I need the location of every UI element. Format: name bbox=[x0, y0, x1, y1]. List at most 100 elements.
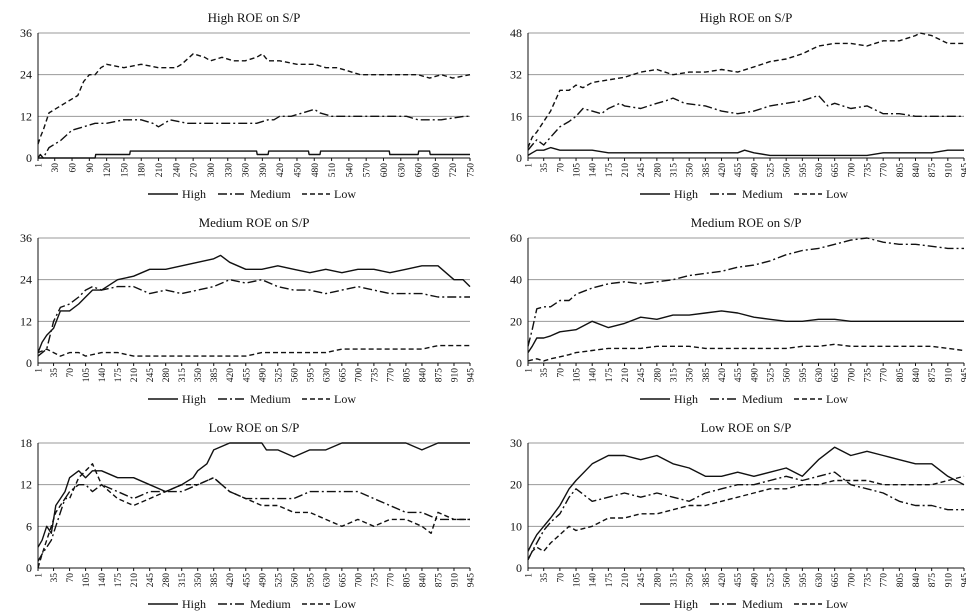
x-tick-label: 770 bbox=[880, 163, 890, 178]
x-tick-label: 595 bbox=[306, 368, 316, 383]
x-tick-label: 420 bbox=[718, 573, 728, 588]
x-tick-label: 945 bbox=[467, 573, 477, 588]
series-line-low bbox=[37, 344, 470, 357]
x-tick-label: 280 bbox=[653, 368, 663, 383]
x-tick-label: 245 bbox=[637, 163, 647, 178]
panel-low-roe-right: Low ROE on S/P 0 10 20 30 1 35 70 105 140 175 210 24… bbox=[483, 410, 966, 615]
x-tick-label: 805 bbox=[896, 368, 906, 383]
x-tick-label: 665 bbox=[338, 573, 348, 588]
legend-label-medium: Medium bbox=[250, 187, 291, 201]
legend-label-medium: Medium bbox=[250, 392, 291, 406]
x-tick-label: 175 bbox=[605, 163, 615, 178]
x-tick-label: 175 bbox=[114, 573, 124, 588]
x-tick-label: 90 bbox=[86, 163, 96, 173]
series-line-medium bbox=[37, 476, 470, 562]
x-tick-label: 105 bbox=[573, 163, 583, 178]
x-tick-label: 350 bbox=[194, 368, 204, 383]
x-tick-label: 105 bbox=[573, 368, 583, 383]
x-tick-label: 105 bbox=[82, 573, 92, 588]
x-tick-label: 315 bbox=[670, 573, 680, 588]
x-tick-label: 630 bbox=[815, 163, 825, 178]
y-tick-label: 24 bbox=[20, 273, 32, 287]
y-tick-label: 0 bbox=[26, 356, 32, 370]
x-tick-label: 560 bbox=[783, 368, 793, 383]
chart-title: Low ROE on S/P bbox=[701, 420, 792, 435]
x-tick-label: 665 bbox=[831, 368, 841, 383]
chart-title: High ROE on S/P bbox=[700, 10, 793, 25]
x-tick-label: 175 bbox=[605, 573, 615, 588]
y-tick-label: 16 bbox=[510, 109, 522, 123]
panel-low-roe-left: Low ROE on S/P 0 6 12 18 1 35 70 105 140 175 210 245… bbox=[0, 410, 483, 615]
x-tick-label: 630 bbox=[397, 163, 407, 178]
x-tick-label: 660 bbox=[415, 163, 425, 178]
series-line-high bbox=[37, 254, 471, 353]
y-tick-label: 20 bbox=[510, 314, 522, 328]
x-tick-label: 420 bbox=[718, 163, 728, 178]
x-tick-label: 350 bbox=[686, 163, 696, 178]
x-tick-label: 35 bbox=[540, 573, 550, 583]
x-tick-label: 210 bbox=[130, 573, 140, 588]
x-tick-label: 175 bbox=[114, 368, 124, 383]
x-tick-label: 245 bbox=[146, 368, 156, 383]
legend-label-high: High bbox=[182, 187, 206, 201]
x-tick-label: 525 bbox=[767, 163, 777, 178]
x-tick-label: 630 bbox=[322, 368, 332, 383]
x-tick-label: 70 bbox=[556, 573, 566, 583]
x-tick-label: 910 bbox=[450, 573, 460, 588]
x-tick-label: 700 bbox=[847, 163, 857, 178]
x-tick-label: 910 bbox=[944, 573, 954, 588]
chart-title: Low ROE on S/P bbox=[209, 420, 300, 435]
x-tick-label: 665 bbox=[338, 368, 348, 383]
panel-high-roe-right: High ROE on S/P 0 16 32 48 1 35 70 105 140 175 210 2… bbox=[483, 0, 966, 205]
chart-svg: High ROE on S/P 0 12 24 36 1 30 60 90 120 150 180 21… bbox=[20, 10, 477, 201]
x-tick-label: 420 bbox=[276, 163, 286, 178]
series-line-low bbox=[37, 53, 471, 145]
legend-label-low: Low bbox=[826, 392, 848, 406]
y-tick-label: 12 bbox=[20, 314, 32, 328]
x-tick-label: 840 bbox=[418, 368, 428, 383]
y-tick-label: 36 bbox=[20, 26, 32, 40]
legend-label-high: High bbox=[674, 187, 698, 201]
x-tick-label: 525 bbox=[274, 368, 284, 383]
x-tick-label: 70 bbox=[66, 368, 76, 378]
x-tick-label: 280 bbox=[653, 163, 663, 178]
x-tick-label: 525 bbox=[274, 573, 284, 588]
series-line-medium bbox=[527, 237, 964, 347]
x-tick-label: 140 bbox=[98, 573, 108, 588]
y-tick-label: 40 bbox=[510, 273, 522, 287]
legend-label-medium: Medium bbox=[250, 597, 291, 611]
x-tick-label: 770 bbox=[386, 573, 396, 588]
x-tick-label: 420 bbox=[226, 368, 236, 383]
y-tick-label: 12 bbox=[20, 478, 32, 492]
x-tick-label: 385 bbox=[702, 368, 712, 383]
x-tick-label: 805 bbox=[896, 573, 906, 588]
x-tick-label: 385 bbox=[702, 573, 712, 588]
x-tick-label: 600 bbox=[380, 163, 390, 178]
x-tick-label: 595 bbox=[799, 163, 809, 178]
x-tick-label: 945 bbox=[961, 368, 966, 383]
x-tick-label: 315 bbox=[670, 368, 680, 383]
y-tick-label: 0 bbox=[26, 151, 32, 165]
x-tick-label: 150 bbox=[120, 163, 130, 178]
x-tick-label: 560 bbox=[783, 163, 793, 178]
series-line-medium bbox=[527, 471, 964, 561]
x-tick-label: 945 bbox=[467, 368, 477, 383]
chart-svg: Medium ROE on S/P 0 20 40 60 1 35 70 105 140 175 21… bbox=[510, 215, 966, 406]
series-line-high bbox=[527, 310, 964, 353]
y-tick-label: 10 bbox=[510, 519, 522, 533]
x-tick-label: 455 bbox=[242, 368, 252, 383]
x-tick-label: 910 bbox=[944, 163, 954, 178]
legend-label-low: Low bbox=[826, 597, 848, 611]
x-tick-label: 385 bbox=[210, 573, 220, 588]
x-tick-label: 270 bbox=[190, 163, 200, 178]
x-tick-label: 525 bbox=[767, 573, 777, 588]
x-tick-label: 455 bbox=[734, 573, 744, 588]
y-tick-label: 12 bbox=[20, 109, 32, 123]
x-tick-label: 450 bbox=[293, 163, 303, 178]
y-tick-label: 24 bbox=[20, 68, 32, 82]
series-line-low bbox=[37, 463, 470, 569]
series-line-low bbox=[527, 32, 964, 148]
x-tick-label: 560 bbox=[783, 573, 793, 588]
x-tick-label: 35 bbox=[540, 163, 550, 173]
panel-high-roe-left: High ROE on S/P 0 12 24 36 1 30 60 90 120 150 180 21… bbox=[0, 0, 483, 205]
